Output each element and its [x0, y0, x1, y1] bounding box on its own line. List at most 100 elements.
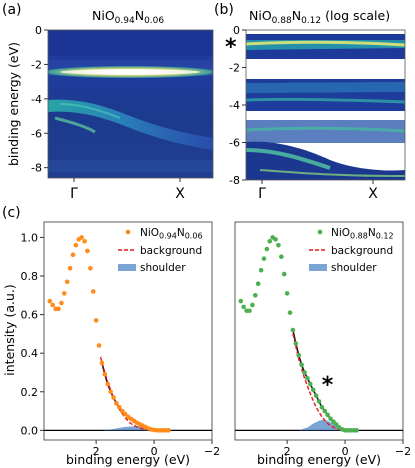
heatmap-b-xtick-gamma: Γ [258, 186, 266, 202]
data-point [281, 271, 287, 277]
spectrum-left-legend: NiO0.94N0.06 background shoulder [118, 227, 203, 274]
data-point [114, 401, 119, 406]
data-point [313, 393, 319, 398]
heatmap-a-ylabel: binding energy (eV) [6, 42, 21, 166]
data-point [261, 256, 267, 261]
heatmap-b: NiO0.88N0.12 (log scale) 0 -2 -4 -6 -8 * Γ X [225, 8, 406, 202]
data-point [322, 408, 328, 414]
ytick-label: -6 [31, 127, 42, 140]
spectrum-left-ylabel: intensity (a.u.) [2, 284, 17, 375]
background-line [292, 333, 346, 432]
data-point [334, 422, 339, 427]
xtick-label: −2 [204, 445, 220, 458]
data-point [238, 298, 244, 304]
data-point [105, 381, 111, 387]
shoulder-area [298, 419, 348, 431]
heatmap-b-band-bottom [246, 141, 405, 180]
data-point [117, 404, 122, 410]
legend-left-sample-label: NiO0.94N0.06 [140, 227, 203, 241]
spectrum-right-xlabel: binding energy (eV) [257, 452, 381, 467]
data-point [299, 362, 304, 368]
data-point [166, 428, 171, 433]
data-point [305, 375, 310, 381]
data-point [59, 300, 64, 306]
data-point [108, 389, 113, 395]
ytick-label: -8 [31, 162, 42, 175]
legend-left-sample-marker [125, 229, 131, 235]
heatmap-b-title: NiO0.88N0.12 (log scale) [249, 8, 390, 26]
spectrum-right-star: * [322, 373, 334, 398]
data-point [61, 291, 67, 296]
spectrum-left: 2 0 −2 0.0 0.2 0.4 0.6 0.8 1.0 NiO0.94N0.06 back… [2, 221, 220, 467]
ytick-label: 0.4 [21, 347, 39, 360]
legend-right-sample-label: NiO0.88N0.12 [331, 227, 394, 241]
xtick-label: 2 [93, 445, 100, 458]
heatmap-a-xtick-x: X [175, 186, 185, 202]
xtick-label: 2 [284, 445, 291, 458]
data-point [96, 343, 102, 348]
data-point [250, 302, 255, 308]
data-point [325, 412, 330, 418]
data-point [241, 304, 246, 310]
data-point [354, 428, 359, 433]
data-point [267, 238, 273, 244]
legend-right-background-label: background [331, 245, 393, 257]
data-point [290, 327, 296, 333]
data-point [331, 419, 336, 424]
legend-left-shoulder-marker [118, 264, 136, 271]
data-point [56, 306, 61, 312]
data-point [64, 279, 70, 285]
data-point [255, 281, 261, 287]
data-point [111, 395, 116, 400]
data-point [119, 408, 125, 414]
heatmap-a-y-axis: 0 -2 -4 -6 -8 [31, 24, 48, 175]
data-point [296, 352, 302, 358]
panel-label-c: (c) [2, 205, 21, 221]
data-point [258, 267, 264, 273]
legend-right-sample-marker [317, 229, 323, 235]
ytick-label: 0.6 [21, 309, 39, 322]
legend-left-background-label: background [140, 245, 202, 257]
ytick-label: 0.2 [21, 386, 39, 399]
heatmap-a-xtick-gamma: Γ [70, 186, 78, 202]
background-line [99, 356, 155, 432]
spectrum-right: 2 0 −2 NiO0.88N0.12 background shoulder * … [234, 221, 411, 467]
xtick-label: −2 [395, 445, 411, 458]
ytick-label: -4 [229, 99, 240, 112]
ytick-label: 0.0 [21, 424, 39, 437]
data-point [102, 372, 108, 377]
ytick-label: 0 [233, 24, 240, 37]
data-point [276, 242, 281, 248]
ytick-label: -2 [229, 62, 240, 75]
legend-right-shoulder-label: shoulder [331, 262, 377, 274]
data-point [252, 293, 258, 298]
heatmap-a-band-dispersive [48, 99, 213, 150]
data-point [287, 310, 293, 315]
panel-label-b: (b) [214, 2, 234, 18]
xtick-label: 0 [342, 445, 349, 458]
spectrum-left-xlabel: binding energy (eV) [66, 452, 190, 467]
data-point [319, 404, 325, 410]
data-point [293, 341, 299, 346]
data-point [279, 254, 284, 260]
data-point [67, 266, 73, 271]
spectrum-right-legend: NiO0.88N0.12 background shoulder [309, 227, 394, 274]
heatmap-a-title: NiO0.94N0.06 [92, 8, 164, 26]
data-point [79, 235, 84, 240]
data-point [99, 360, 105, 366]
ytick-label: 0.8 [21, 270, 39, 283]
data-point [328, 416, 333, 422]
data-point [310, 387, 316, 393]
data-point [82, 238, 87, 244]
data-point [88, 266, 93, 271]
ytick-label: -4 [31, 93, 42, 106]
data-point [302, 370, 307, 375]
heatmap-b-band-lower [246, 120, 405, 143]
heatmap-b-star: * [225, 35, 237, 60]
data-point [85, 248, 90, 254]
ytick-label: -8 [229, 174, 240, 187]
heatmap-b-y-axis: 0 -2 -4 -6 -8 [229, 24, 246, 187]
data-point [70, 252, 76, 258]
ytick-label: -2 [31, 58, 42, 71]
data-point [284, 291, 290, 296]
